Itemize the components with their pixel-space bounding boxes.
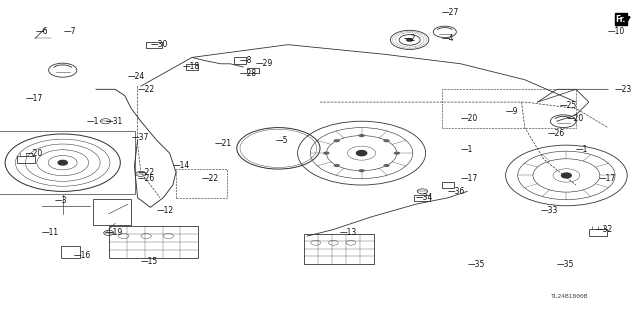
Text: —36: —36 [448, 187, 465, 196]
Text: —14: —14 [173, 161, 190, 170]
Text: —6: —6 [35, 27, 48, 36]
Circle shape [118, 234, 129, 239]
Text: —22: —22 [138, 85, 155, 94]
Text: —24: —24 [128, 72, 145, 81]
Text: —15: —15 [141, 257, 158, 266]
Text: —25: —25 [560, 101, 577, 110]
Text: —12: —12 [157, 206, 174, 215]
Circle shape [383, 139, 390, 142]
Text: —21: —21 [214, 139, 232, 148]
Text: Fr.: Fr. [616, 15, 626, 24]
Text: —22: —22 [138, 168, 155, 177]
Bar [61, 246, 80, 258]
Circle shape [58, 160, 67, 165]
Circle shape [141, 234, 151, 239]
Text: —35: —35 [467, 260, 484, 269]
Text: —33: —33 [541, 206, 558, 215]
Bar [442, 182, 454, 188]
Text: —4: —4 [442, 34, 454, 43]
Text: —35: —35 [557, 260, 574, 269]
Text: —5: —5 [275, 136, 288, 145]
Text: —28: —28 [240, 69, 257, 78]
Circle shape [163, 234, 173, 239]
Text: —9: —9 [506, 107, 518, 116]
Circle shape [333, 164, 340, 167]
Text: —23: —23 [614, 85, 632, 94]
Text: —13: —13 [339, 228, 356, 237]
Bar [442, 89, 576, 128]
Text: —34: —34 [416, 193, 433, 202]
Text: —8: —8 [240, 56, 252, 65]
Text: —27: —27 [442, 8, 459, 17]
Circle shape [356, 151, 367, 156]
Bar [176, 169, 227, 198]
Bar [415, 195, 431, 201]
Text: —2: —2 [403, 34, 415, 43]
Text: —17: —17 [461, 174, 478, 183]
Circle shape [561, 173, 572, 178]
Text: —17: —17 [26, 94, 43, 103]
Circle shape [406, 38, 413, 41]
Text: —31: —31 [106, 117, 123, 126]
Text: TL24B1800B: TL24B1800B [551, 294, 588, 299]
Text: —3: —3 [54, 197, 67, 205]
Bar [234, 57, 246, 64]
Circle shape [358, 169, 365, 172]
Bar [109, 226, 198, 258]
Bar [186, 64, 198, 70]
Circle shape [323, 152, 330, 155]
Circle shape [394, 152, 400, 155]
Circle shape [346, 240, 356, 245]
Text: —29: —29 [256, 59, 273, 68]
Text: —1: —1 [576, 145, 588, 154]
Text: —1: —1 [86, 117, 99, 126]
Text: —11: —11 [42, 228, 59, 237]
Bar [589, 229, 607, 236]
Text: —10: —10 [608, 27, 625, 36]
Text: —20: —20 [461, 114, 478, 122]
Text: —20: —20 [26, 149, 43, 158]
Text: —17: —17 [598, 174, 616, 183]
Text: —22: —22 [202, 174, 219, 183]
Bar [247, 68, 259, 72]
Text: —19: —19 [106, 228, 123, 237]
Bar [93, 199, 131, 225]
Bar [0, 131, 135, 194]
Bar [304, 234, 374, 264]
Text: —37: —37 [131, 133, 148, 142]
Text: —20: —20 [566, 114, 584, 122]
Text: —1: —1 [461, 145, 473, 154]
Text: —32: —32 [595, 225, 612, 234]
Bar [146, 42, 162, 48]
Text: —30: —30 [150, 40, 168, 49]
Circle shape [311, 240, 321, 245]
Text: —18: —18 [182, 63, 200, 71]
Circle shape [358, 134, 365, 137]
Circle shape [328, 240, 338, 245]
Circle shape [333, 139, 340, 142]
Circle shape [383, 164, 390, 167]
Bar [17, 156, 35, 163]
Text: —26: —26 [547, 130, 564, 138]
Text: —26: —26 [138, 174, 155, 183]
Text: —16: —16 [74, 251, 91, 260]
Text: —7: —7 [64, 27, 77, 36]
